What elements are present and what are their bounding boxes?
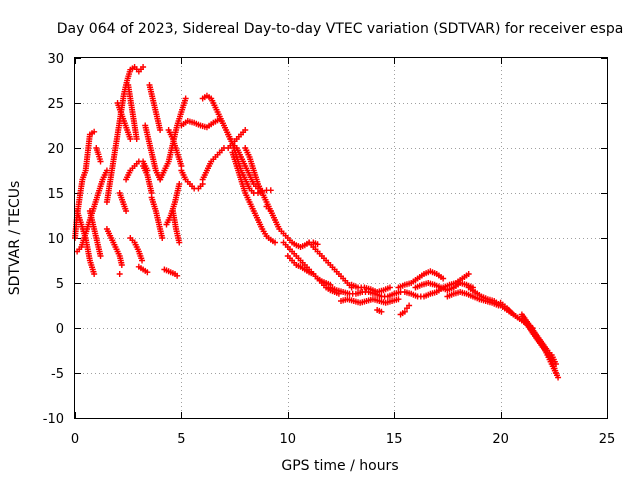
series-trace-23 xyxy=(116,271,123,277)
data-point xyxy=(395,296,402,303)
data-point xyxy=(91,128,98,135)
series-trace-9 xyxy=(114,100,134,142)
y-axis-label: SDTVAR / TECUs xyxy=(7,181,23,296)
data-point xyxy=(182,95,189,102)
plot-frame xyxy=(74,57,608,419)
series-trace-21 xyxy=(161,266,181,279)
series-trace-31 xyxy=(263,203,321,250)
series-trace-8 xyxy=(116,190,130,214)
x-tick-label: 15 xyxy=(386,432,403,447)
series-trace-11 xyxy=(127,235,146,264)
series-trace-47 xyxy=(529,329,562,381)
y-tick-label: 25 xyxy=(47,97,64,112)
series-trace-29 xyxy=(229,149,279,246)
x-tick-labels: 0 5 10 15 20 25 xyxy=(71,432,615,447)
data-point xyxy=(386,284,393,291)
y-tick-label: 30 xyxy=(47,52,64,67)
series-trace-35 xyxy=(327,284,404,300)
data-point xyxy=(440,275,447,282)
series-trace-36 xyxy=(338,296,402,306)
data-point xyxy=(140,64,147,70)
data-point xyxy=(314,241,321,248)
series-trace-6 xyxy=(103,64,147,205)
data-point xyxy=(118,262,125,268)
data-point xyxy=(97,158,104,165)
data-point xyxy=(97,253,104,259)
data-point xyxy=(176,181,183,187)
series-trace-15 xyxy=(146,82,164,133)
data-points xyxy=(72,64,562,381)
y-tick-label: -5 xyxy=(51,367,64,382)
series-trace-16 xyxy=(148,194,166,241)
y-tick-label: 20 xyxy=(47,142,64,157)
x-tick-label: 25 xyxy=(599,432,616,447)
series-trace-34 xyxy=(306,239,355,291)
data-point xyxy=(144,269,151,276)
data-point xyxy=(123,208,130,214)
x-tick-label: 5 xyxy=(177,432,185,447)
data-point xyxy=(267,187,274,194)
data-point xyxy=(116,271,123,277)
chart-title: Day 064 of 2023, Sidereal Day-to-day VTE… xyxy=(57,21,624,37)
data-point xyxy=(139,257,146,264)
series-trace-19 xyxy=(165,127,185,169)
series-trace-5 xyxy=(93,145,104,165)
data-point xyxy=(127,136,134,142)
x-tick-label: 20 xyxy=(492,432,509,447)
y-tick-label: 10 xyxy=(47,232,64,247)
data-point xyxy=(406,302,413,309)
x-tick-label: 10 xyxy=(280,432,297,447)
series-trace-13 xyxy=(140,163,155,196)
series-trace-40 xyxy=(395,268,447,291)
y-tick-label: -10 xyxy=(43,412,64,427)
series-trace-39 xyxy=(397,302,413,318)
data-point xyxy=(378,308,385,315)
y-tick-labels: -10 -5 0 5 10 15 20 25 30 xyxy=(43,52,64,427)
data-point xyxy=(242,127,249,133)
series-trace-24 xyxy=(178,167,206,192)
data-point xyxy=(133,136,140,142)
series-trace-37 xyxy=(348,281,393,295)
x-axis-label: GPS time / hours xyxy=(281,458,398,474)
data-point xyxy=(91,271,98,277)
x-tick-label: 0 xyxy=(71,432,79,447)
y-tick-label: 15 xyxy=(47,187,64,202)
data-point xyxy=(465,271,472,277)
series-trace-27 xyxy=(199,92,262,192)
data-point xyxy=(555,374,562,381)
data-point xyxy=(272,239,279,246)
y-tick-label: 5 xyxy=(56,277,64,292)
series-trace-22 xyxy=(135,263,151,276)
series-trace-38 xyxy=(374,307,385,315)
data-point xyxy=(176,239,183,246)
data-point xyxy=(174,272,181,279)
series-trace-20 xyxy=(169,208,183,246)
series-trace-7 xyxy=(103,226,125,268)
data-point xyxy=(159,235,166,241)
data-point xyxy=(401,308,408,315)
series-trace-4 xyxy=(86,208,104,259)
series-trace-10 xyxy=(125,82,140,142)
data-point xyxy=(157,127,164,133)
y-tick-label: 0 xyxy=(56,322,64,337)
